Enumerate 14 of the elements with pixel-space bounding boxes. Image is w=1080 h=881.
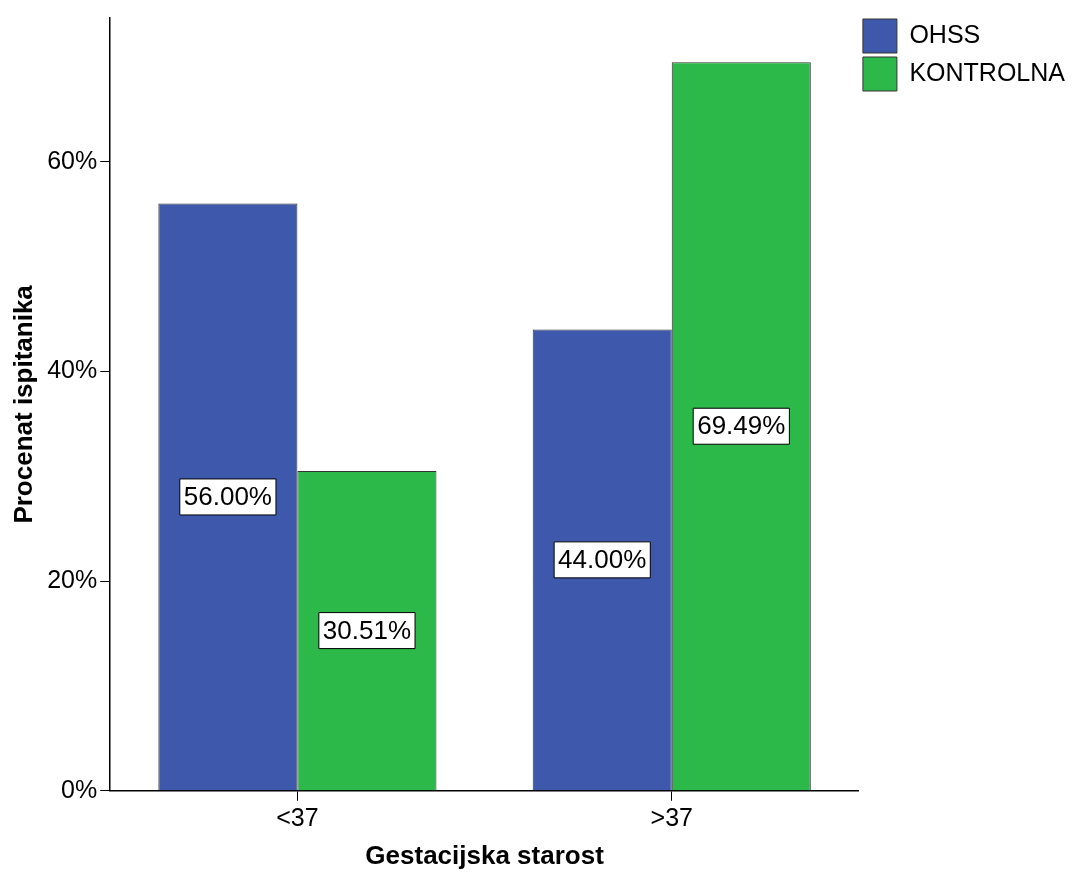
legend-label: KONTROLNA xyxy=(909,57,1066,86)
x-tick-label: >37 xyxy=(650,802,693,831)
y-tick-label: 0% xyxy=(61,774,98,803)
data-label: 69.49% xyxy=(697,410,786,441)
data-label: 30.51% xyxy=(322,614,412,645)
x-axis-title: Gestacijska starost xyxy=(365,839,605,870)
data-label: 56.00% xyxy=(183,481,272,512)
y-tick-label: 20% xyxy=(47,564,98,593)
data-label: 44.00% xyxy=(558,544,647,575)
legend-label: OHSS xyxy=(909,19,981,48)
y-tick-label: 40% xyxy=(47,355,98,384)
y-axis-title: Procenat ispitanika xyxy=(7,284,38,524)
y-tick-label: 60% xyxy=(47,145,98,174)
x-tick-label: <37 xyxy=(276,802,319,831)
